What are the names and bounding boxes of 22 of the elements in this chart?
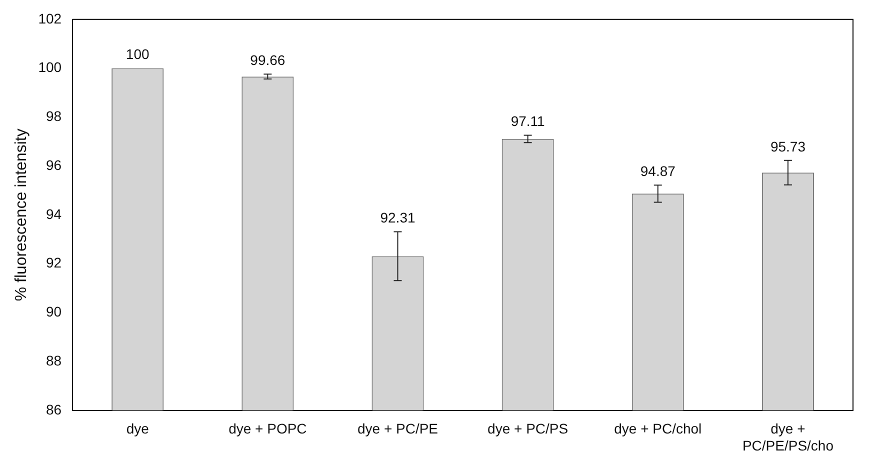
y-tick-label: 98 bbox=[46, 108, 62, 124]
x-tick-label: dye + POPC bbox=[228, 420, 307, 437]
data-label: 94.87 bbox=[640, 162, 676, 179]
data-label: 99.66 bbox=[250, 52, 286, 68]
y-tick-label: 88 bbox=[46, 352, 62, 368]
y-tick-label: 92 bbox=[46, 254, 62, 271]
x-tick-label: dye + PC/PS bbox=[488, 420, 568, 437]
y-tick-label: 102 bbox=[38, 10, 62, 26]
y-tick-label: 90 bbox=[46, 304, 62, 320]
y-tick-label: 100 bbox=[38, 59, 62, 76]
y-tick-label: 94 bbox=[46, 206, 62, 222]
x-tick-label: dye + PC/chol bbox=[614, 420, 702, 437]
x-tick-label: dye + PC/PE bbox=[357, 420, 438, 437]
x-tick-label: dye bbox=[126, 420, 150, 437]
y-tick-label: 96 bbox=[46, 156, 62, 173]
data-label: 100 bbox=[126, 46, 150, 62]
y-axis-title: % fluorescence intensity bbox=[13, 128, 30, 302]
data-label: 92.31 bbox=[380, 210, 416, 226]
data-label: 97.11 bbox=[510, 113, 546, 130]
data-label: 95.73 bbox=[770, 138, 806, 154]
x-tick-label: dye + PC/PE/PS/cho bbox=[742, 420, 834, 454]
y-tick-label: 86 bbox=[46, 401, 62, 418]
